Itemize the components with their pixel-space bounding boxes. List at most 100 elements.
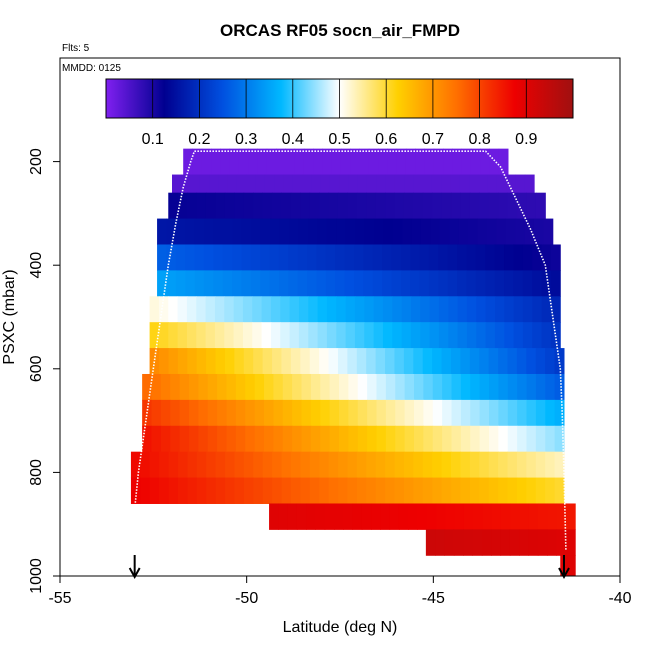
heatmap-cell xyxy=(417,503,428,530)
heatmap-cells xyxy=(130,148,576,577)
heatmap-cell xyxy=(159,451,170,479)
heatmap-cell xyxy=(288,218,299,245)
heatmap-cell xyxy=(545,477,556,504)
heatmap-cell xyxy=(457,244,467,271)
heatmap-cell xyxy=(357,425,368,453)
heatmap-cell xyxy=(432,399,443,427)
heatmap-cell xyxy=(253,348,264,375)
heatmap-cell xyxy=(485,322,496,349)
heatmap-cell xyxy=(261,322,272,349)
heatmap-cell xyxy=(488,348,499,375)
heatmap-cell xyxy=(485,244,496,271)
heatmap-cell xyxy=(410,270,421,297)
heatmap-cell xyxy=(419,244,430,271)
heatmap-cell xyxy=(310,399,321,427)
heatmap-cell xyxy=(513,270,524,297)
heatmap-cell xyxy=(403,348,414,375)
heatmap-cell xyxy=(535,477,546,504)
heatmap-cell xyxy=(391,270,402,297)
heatmap-cell xyxy=(479,373,490,401)
heatmap-cell xyxy=(494,244,505,271)
heatmap-cell xyxy=(201,148,212,176)
heatmap-cell xyxy=(432,192,443,220)
heatmap-cell xyxy=(187,451,198,479)
heatmap-cell xyxy=(375,192,386,220)
heatmap-cell xyxy=(391,244,402,271)
heatmap-cell xyxy=(317,296,328,323)
heatmap-cell xyxy=(443,148,453,176)
heatmap-cell xyxy=(375,451,386,479)
heatmap-cell xyxy=(192,148,203,176)
heatmap-cell xyxy=(308,322,319,349)
heatmap-cell xyxy=(491,503,502,530)
heatmap-cell xyxy=(451,373,462,401)
heatmap-cell xyxy=(170,399,181,427)
heatmap-cell xyxy=(532,322,543,349)
x-tick-label: -45 xyxy=(422,590,445,607)
heatmap-cell xyxy=(347,348,358,375)
heatmap-cell xyxy=(364,218,375,245)
heatmap-cell xyxy=(320,174,331,194)
heatmap-cell xyxy=(363,244,374,271)
heatmap-cell xyxy=(498,451,509,479)
y-tick-label: 600 xyxy=(28,355,45,382)
heatmap-cell xyxy=(353,270,364,297)
heatmap-cell xyxy=(329,399,340,427)
heatmap-cell xyxy=(550,322,561,349)
heatmap-cell xyxy=(535,192,546,220)
heatmap-cell xyxy=(260,218,271,245)
heatmap-cell xyxy=(357,174,368,194)
heatmap-cell xyxy=(220,148,231,176)
heatmap-cell xyxy=(186,322,197,349)
heatmap-cell xyxy=(432,477,443,504)
heatmap-cell xyxy=(190,174,201,194)
flight-track xyxy=(133,150,567,551)
heatmap-cell xyxy=(480,148,490,176)
heatmap-cell xyxy=(339,373,349,401)
heatmap-cell xyxy=(211,148,221,176)
heatmap-cell xyxy=(445,503,456,530)
heatmap-cell xyxy=(264,373,274,401)
heatmap-cell xyxy=(454,503,465,530)
heatmap-cell xyxy=(307,244,317,271)
heatmap-cell xyxy=(451,425,462,453)
heatmap-cell xyxy=(236,174,247,194)
heatmap-cell xyxy=(413,174,424,194)
colorbar-tick-label: 0.6 xyxy=(375,131,397,148)
heatmap-cell xyxy=(389,503,400,530)
heatmap-cell xyxy=(420,296,431,323)
heatmap-cell xyxy=(485,296,496,323)
heatmap-cell xyxy=(157,218,167,245)
heatmap-cell xyxy=(224,348,235,375)
chart-title: ORCAS RF05 socn_air_FMPD xyxy=(220,21,460,40)
heatmap-cell xyxy=(177,192,188,220)
heatmap-cell xyxy=(217,425,228,453)
heatmap-cell xyxy=(469,192,480,220)
heatmap-cell xyxy=(522,296,533,323)
heatmap-cell xyxy=(232,244,242,271)
heatmap-cell xyxy=(253,192,264,220)
heatmap-cell xyxy=(336,322,347,349)
x-axis-label: Latitude (deg N) xyxy=(283,619,398,636)
heatmap-cell xyxy=(309,192,320,220)
heatmap-cell xyxy=(225,477,235,504)
heatmap-cell xyxy=(170,425,181,453)
heatmap-cell xyxy=(526,451,537,479)
heatmap-cell xyxy=(328,348,339,375)
heatmap-cell xyxy=(281,477,292,504)
heatmap-cell xyxy=(229,148,240,176)
heatmap-cell xyxy=(348,399,359,427)
heatmap-cell xyxy=(348,174,359,194)
heatmap-cell xyxy=(402,218,412,245)
heatmap-cell xyxy=(205,322,216,349)
heatmap-cell xyxy=(423,373,434,401)
heatmap-cell xyxy=(300,348,311,375)
heatmap-cell xyxy=(385,425,396,453)
heatmap-cell xyxy=(309,451,320,479)
heatmap-cell xyxy=(273,425,284,453)
heatmap-cell xyxy=(430,218,441,245)
heatmap-cell xyxy=(494,270,505,297)
heatmap-cell xyxy=(319,451,330,479)
heatmap-cell xyxy=(394,451,405,479)
